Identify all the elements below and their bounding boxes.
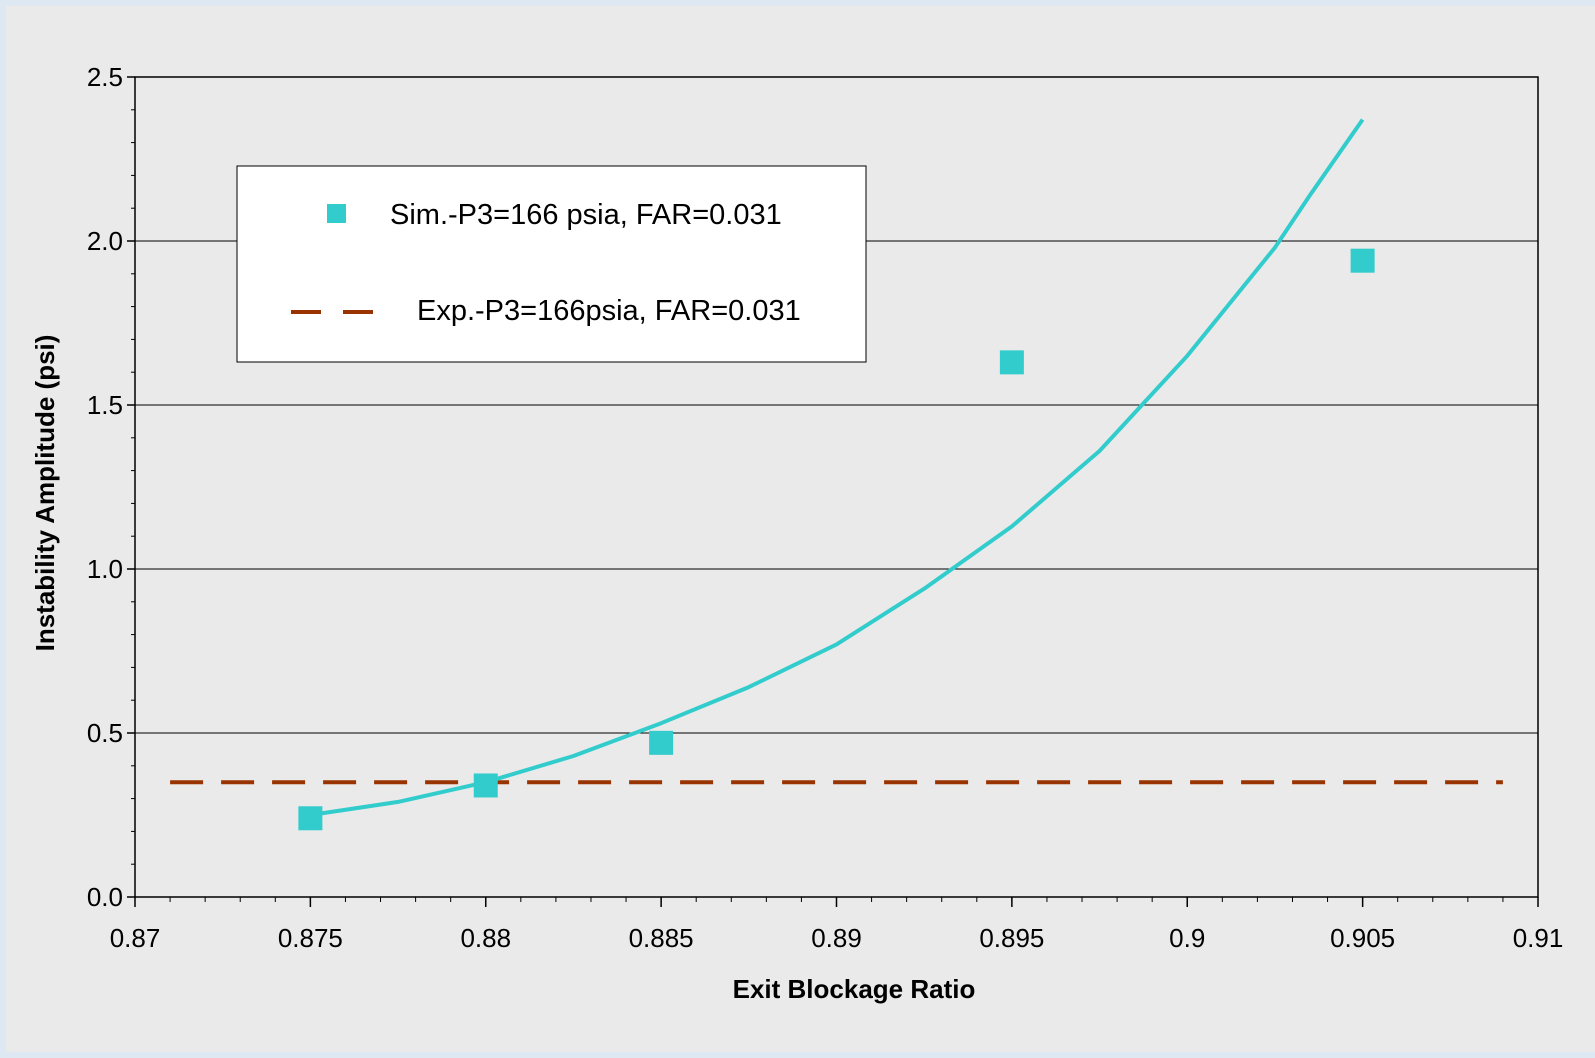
y-axis-title: Instability Amplitude (psi)	[30, 335, 60, 652]
y-tick-label-1: 0.5	[87, 718, 123, 748]
x-tick-label-2: 0.88	[460, 923, 511, 953]
data-point-simulation-0	[298, 806, 323, 831]
trend-curve	[310, 118, 1365, 817]
x-tick-label-1: 0.875	[278, 923, 343, 953]
chart-frame: 0.0 0.5 1.0 1.5 2.0 2.5 0.87 0.875 0.88 0.885 0.89…	[6, 6, 1595, 1052]
x-axis-title: Exit Blockage Ratio	[733, 974, 976, 1004]
x-tick-label-5: 0.895	[979, 923, 1044, 953]
axis-ticks: 0.0 0.5 1.0 1.5 2.0 2.5 0.87 0.875 0.88 0.885 0.89…	[87, 62, 1563, 953]
series-layer	[170, 118, 1503, 831]
x-tick-label-7: 0.905	[1330, 923, 1395, 953]
line-scatter-chart: 0.0 0.5 1.0 1.5 2.0 2.5 0.87 0.875 0.88 0.885 0.89…	[30, 62, 1563, 1004]
y-tick-label-4: 2.0	[87, 226, 123, 256]
y-tick-label-2: 1.0	[87, 554, 123, 584]
y-tick-label-0: 0.0	[87, 882, 123, 912]
legend-marker-simulation	[327, 204, 346, 223]
data-point-simulation-3	[999, 350, 1024, 375]
data-point-simulation-2	[649, 730, 674, 755]
y-tick-label-5: 2.5	[87, 62, 123, 92]
x-tick-label-6: 0.9	[1169, 923, 1205, 953]
x-tick-label-4: 0.89	[811, 923, 862, 953]
legend-label-experiment: Exp.-P3=166psia, FAR=0.031	[417, 295, 801, 327]
x-tick-label-0: 0.87	[110, 923, 161, 953]
data-point-simulation-1	[473, 773, 498, 798]
legend: Sim.-P3=166 psia, FAR=0.031 Exp.-P3=166p…	[236, 165, 867, 363]
x-tick-label-3: 0.885	[629, 923, 694, 953]
legend-label-simulation: Sim.-P3=166 psia, FAR=0.031	[390, 199, 782, 231]
y-tick-label-3: 1.5	[87, 390, 123, 420]
data-point-simulation-4	[1350, 248, 1375, 273]
x-tick-label-8: 0.91	[1513, 923, 1564, 953]
legend-box	[236, 165, 867, 363]
